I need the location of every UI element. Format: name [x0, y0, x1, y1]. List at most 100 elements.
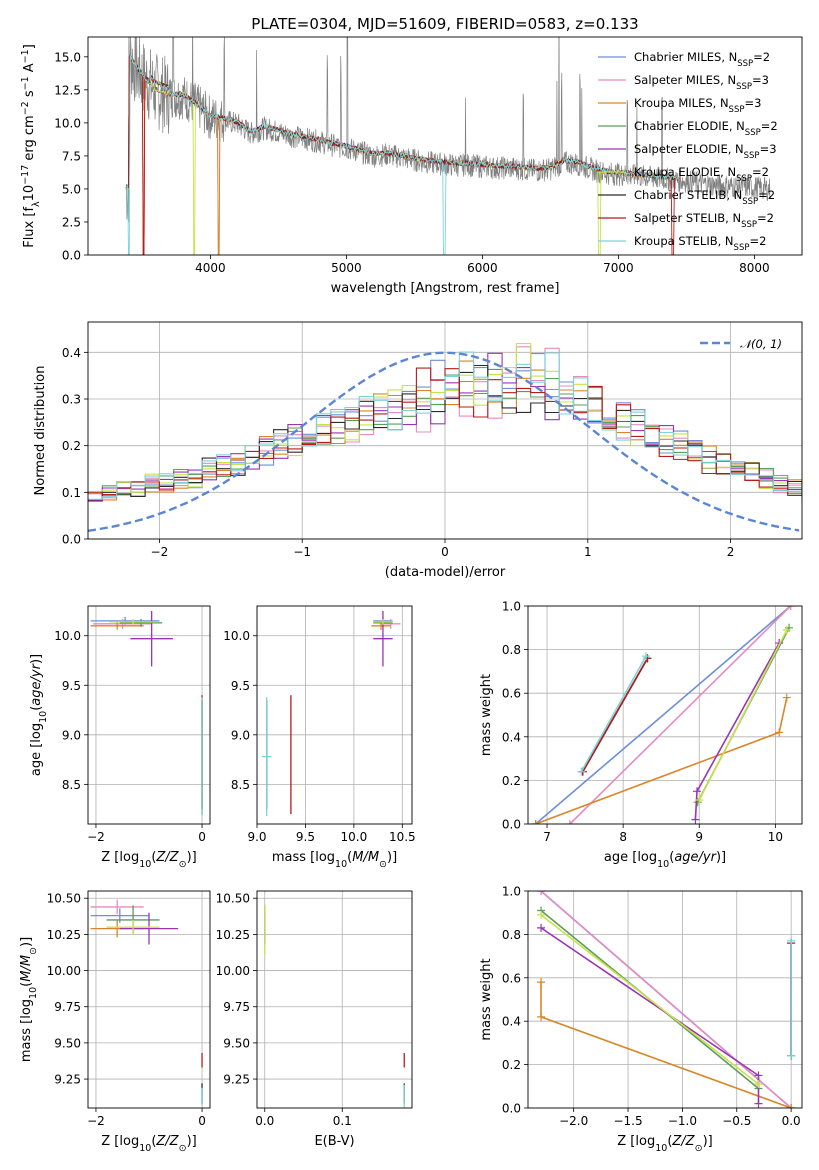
label-part: ⊙ [379, 859, 387, 870]
y-tick-label: 10.50 [47, 892, 81, 906]
y-tick-label: 0.8 [502, 928, 521, 942]
legend-entry: Kroupa STELIB, NSSP=2 [634, 234, 766, 253]
y-tick-label: 10.00 [47, 964, 81, 978]
legend-model: Salpeter MILES, N [634, 73, 736, 87]
weight-marker [693, 798, 702, 807]
axes-frame [87, 605, 211, 825]
plot-area [88, 322, 802, 539]
y-tick-label: 0.3 [62, 393, 81, 407]
weight-marker [537, 978, 546, 987]
legend-sub: SSP [737, 59, 753, 69]
y-tick-label: 0.2 [502, 1058, 521, 1072]
plot-area [528, 891, 802, 1108]
legend-sub: SSP [744, 151, 760, 161]
y-axis-label: Normed distribution [33, 366, 48, 496]
legend-sub: SSP [742, 197, 758, 207]
label-part: ( [667, 1134, 672, 1149]
y-tick-label: 5.0 [62, 182, 81, 196]
label-part: 10 [139, 1143, 151, 1154]
x-tick-label: −1.0 [668, 1114, 697, 1128]
y-tick-label: 9.25 [54, 1073, 81, 1087]
label-part: Z/Z [155, 850, 179, 865]
axes-frame [527, 890, 803, 1109]
label-part: age/yr [29, 662, 44, 705]
chart-title: PLATE=0304, MJD=51609, FIBERID=0583, z=0… [251, 15, 638, 33]
legend-entry: Kroupa ELODIE, NSSP=2 [634, 165, 769, 184]
panel-spectrum: 4000 5000 6000 7000 8000 0.0 2.5 5.0 7.5 10.0 12.5… [20, 15, 803, 296]
label-part: log [119, 850, 139, 865]
y-tick-label: 0.2 [502, 774, 521, 788]
label-part: ⊙ [695, 1143, 703, 1154]
legend-model: Chabrier STELIB, N [634, 188, 742, 202]
label-part: log [119, 1134, 139, 1149]
label-part: −2 [20, 101, 31, 115]
weight-line-salpeter-stelib [582, 657, 649, 773]
label-part: )] [387, 850, 397, 865]
x-tick-label: −2.0 [559, 1114, 588, 1128]
weight-line-salpeter-miles [569, 606, 792, 824]
weight-marker [641, 652, 650, 661]
label-part: log [635, 1134, 655, 1149]
label-part: mass [ [19, 1019, 34, 1062]
x-tick-label: 8 [619, 830, 627, 844]
y-tick-label: 10.25 [47, 928, 81, 942]
y-tick-label: 9.25 [223, 1073, 250, 1087]
weight-marker [577, 767, 586, 776]
label-part: Z [ [617, 1134, 635, 1149]
legend-sub: SSP [745, 128, 761, 138]
weight-marker [565, 820, 574, 824]
y-tick-label: 0.0 [502, 1102, 521, 1116]
x-tick-label: 0.0 [782, 1114, 801, 1128]
y-tick-label: 10.0 [223, 629, 250, 643]
weight-line-kroupa-miles [540, 982, 792, 1108]
weight-marker [787, 936, 796, 945]
label-part: λ [31, 201, 42, 207]
y-tick-label: 1.0 [502, 885, 521, 899]
legend-nssp: =3 [744, 96, 761, 110]
label-part: ⊙ [28, 947, 39, 955]
x-tick-label: 5000 [331, 261, 362, 275]
axes-frame [87, 321, 803, 540]
legend-sub: SSP [729, 105, 745, 115]
label-part: ] [22, 44, 37, 49]
y-axis-label: mass weight [479, 674, 494, 756]
x-tick-label: 4000 [195, 261, 226, 275]
x-tick-label: 8000 [739, 261, 770, 275]
y-tick-label: 9.0 [231, 728, 250, 742]
y-axis-label: mass [log10(M/M⊙)] [19, 937, 39, 1062]
panel-mass-EBV: 0.0 0.1 9.25 9.50 9.75 10.00 10.25 10.50 E(B-V) [216, 890, 413, 1149]
x-tick-label: 10.0 [341, 830, 368, 844]
panel-age-Z: −2 08.59.09.510.0Z [log10(Z/Z⊙)]age [log1… [29, 605, 211, 870]
weight-marker [537, 891, 546, 895]
label-part: ( [29, 706, 44, 711]
y-tick-label: 7.5 [62, 149, 81, 163]
legend-entry: Chabrier MILES, NSSP=2 [634, 50, 770, 69]
y-tick-label: 1.0 [502, 600, 521, 614]
legend-sub: SSP [736, 82, 752, 92]
weight-marker [787, 1104, 796, 1108]
hist-kroupa-elodie [88, 343, 802, 498]
weight-line-chabrier-miles [535, 606, 792, 824]
model-line-salpeter-stelib [126, 54, 680, 255]
label-part: ⊙ [179, 1143, 187, 1154]
y-tick-label: 0.2 [62, 439, 81, 453]
label-part: )] [187, 850, 197, 865]
panel-age-mass: 9.0 9.5 10.0 10.5 8.5 9.0 9.5 10.0 mass [log10(M… [223, 605, 416, 870]
y-tick-label: 8.5 [231, 778, 250, 792]
label-part: ( [151, 1134, 156, 1149]
legend-sub: SSP [741, 220, 757, 230]
plot-area [125, 37, 772, 255]
legend-entry: Kroupa MILES, NSSP=3 [634, 96, 761, 115]
weight-marker [692, 787, 701, 796]
label-part: log [29, 723, 44, 743]
legend-entry: 𝒩(0, 1) [740, 337, 782, 351]
x-tick-label: 7 [543, 830, 551, 844]
plot-area [257, 891, 412, 1108]
axes-frame [87, 890, 211, 1109]
label-part: ( [19, 982, 34, 987]
x-axis-label: age [log10(age/yr)] [604, 850, 726, 870]
y-tick-label: 9.75 [223, 1000, 250, 1014]
x-axis-label: mass [log10(M/M⊙)] [272, 850, 397, 870]
